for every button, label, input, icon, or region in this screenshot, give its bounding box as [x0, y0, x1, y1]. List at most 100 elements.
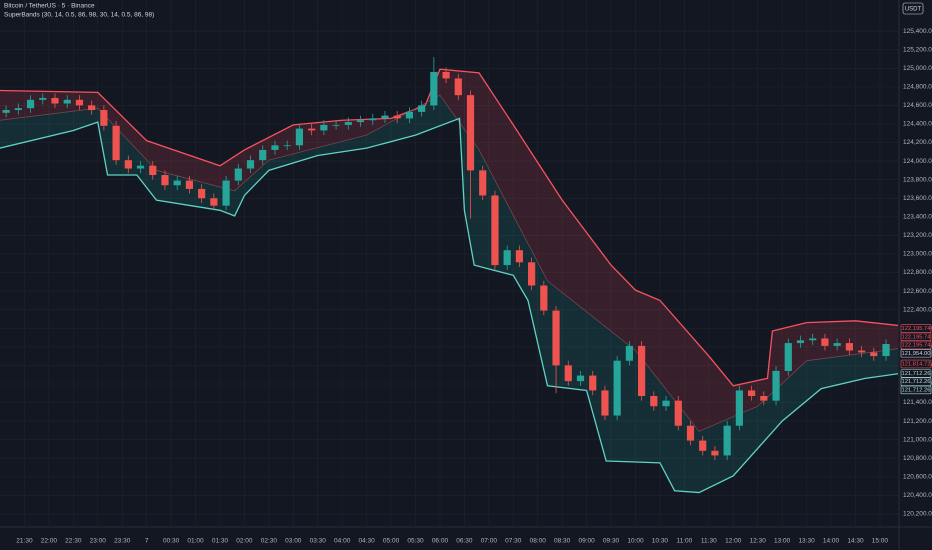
x-tick-label: 13:30: [798, 538, 815, 545]
y-tick-label: 124,600.00: [903, 102, 932, 109]
candle-body: [344, 122, 352, 125]
candle-body: [246, 160, 255, 169]
band-fill: [0, 69, 898, 432]
candle-body: [711, 450, 719, 456]
currency-label[interactable]: USDT: [905, 7, 922, 13]
price-label-box: [900, 349, 932, 358]
candle-body: [356, 120, 365, 123]
candle-body: [491, 195, 499, 266]
candle-body: [234, 168, 242, 181]
price-label-box: [900, 332, 932, 342]
candle-body: [601, 390, 609, 416]
candle-body: [466, 95, 475, 171]
price-label-box: [900, 377, 932, 386]
candle-body: [332, 124, 340, 126]
candle-body: [26, 99, 35, 109]
candle-body: [405, 111, 414, 119]
band-line: [0, 68, 899, 387]
price-label: 121,712.26: [901, 379, 930, 385]
candle-body: [259, 149, 267, 161]
y-tick-label: 125,000.00: [903, 65, 932, 72]
candle-body: [870, 352, 878, 357]
candle-body: [14, 108, 22, 111]
candle-body: [625, 345, 633, 361]
y-tick-label: 120,200.00: [903, 511, 932, 518]
candle-body: [503, 250, 511, 266]
x-tick-label: 12:00: [725, 538, 742, 545]
price-label: 121,712.26: [901, 387, 930, 393]
y-tick-label: 122,800.00: [903, 269, 932, 276]
x-tick-label: 7: [145, 538, 149, 545]
candle-body: [430, 71, 438, 106]
x-tick-label: 05:30: [407, 538, 424, 545]
y-tick-label: 123,000.00: [903, 251, 932, 258]
y-tick-label: 121,000.00: [903, 436, 932, 443]
y-tick-label: 122,400.00: [903, 306, 932, 313]
price-label: 122,195.74: [901, 343, 931, 349]
x-tick-label: 09:00: [578, 538, 595, 545]
candle-body: [662, 400, 670, 407]
candle-body: [283, 145, 291, 147]
grid: [0, 0, 898, 526]
candle-body: [2, 110, 10, 113]
candle-body: [515, 250, 523, 263]
x-tick-label: 07:30: [505, 538, 522, 545]
x-tick-label: 01:00: [187, 538, 204, 545]
currency-box[interactable]: [902, 2, 924, 15]
candle-body: [173, 180, 181, 186]
price-label: 122,195.74: [901, 326, 931, 332]
candle-body: [809, 338, 817, 341]
candle-body: [479, 170, 487, 196]
candle-body: [149, 165, 157, 176]
candle-body: [650, 396, 658, 407]
candle-body: [540, 285, 548, 311]
candle-body: [51, 97, 59, 104]
x-tick-label: 21:30: [16, 538, 33, 545]
candle-body: [198, 188, 206, 199]
candle-body: [63, 99, 71, 104]
price-labels: 122,195.74 122,195.74 122,195.74 121,954.00…: [900, 324, 932, 395]
y-tick-label: 120,800.00: [903, 455, 932, 462]
y-tick-label: 120,600.00: [903, 474, 932, 481]
price-label-box: [900, 359, 932, 369]
candle-body: [308, 128, 316, 131]
y-tick-label: 120,400.00: [903, 492, 932, 499]
price-label-box: [900, 340, 932, 350]
x-tick-label: 05:00: [383, 538, 400, 545]
candle-body: [124, 160, 132, 169]
candle-body: [638, 345, 646, 397]
candle-body: [271, 145, 279, 150]
candle-body: [295, 128, 304, 146]
candle-body: [686, 425, 695, 441]
x-tick-label: 14:30: [847, 538, 864, 545]
y-tick-label: 123,400.00: [903, 214, 932, 221]
candle-body: [393, 115, 401, 119]
chart-title: Bitcoin / TetherUS · 5 · Binance: [4, 3, 95, 10]
y-tick-label: 124,800.00: [903, 84, 932, 91]
candle-body: [747, 390, 756, 397]
x-tick-label: 10:30: [652, 538, 669, 545]
price-label-box: [900, 385, 932, 395]
candle-body: [454, 78, 462, 96]
candle-body: [735, 390, 743, 426]
x-tick-label: 22:00: [41, 538, 58, 545]
x-tick-label: 12:30: [750, 538, 767, 545]
y-tick-label: 123,800.00: [903, 176, 932, 183]
price-label-box: [900, 369, 932, 378]
y-tick-label: 123,600.00: [903, 195, 932, 202]
x-tick-label: 03:30: [310, 538, 327, 545]
band-line: [0, 117, 899, 494]
candle-body: [845, 343, 853, 351]
candle-body: [833, 343, 841, 346]
candle-body: [112, 125, 120, 161]
x-tick-label: 06:30: [456, 538, 473, 545]
x-tick-label: 01:30: [212, 538, 229, 545]
candle-body: [564, 365, 572, 382]
candle-body: [882, 344, 890, 357]
candle-body: [821, 338, 829, 346]
x-tick-label: 00:30: [163, 538, 180, 545]
candle-body: [418, 105, 426, 112]
candle-body: [381, 115, 389, 119]
candle-body: [75, 99, 84, 106]
